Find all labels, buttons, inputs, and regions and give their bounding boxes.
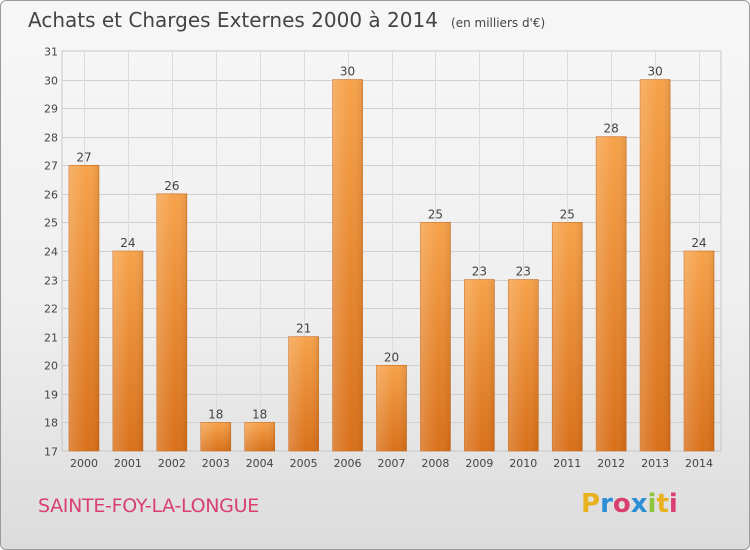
y-tick-label: 28 bbox=[44, 132, 58, 145]
bar-shade bbox=[112, 251, 143, 451]
logo-letter: r bbox=[600, 489, 613, 519]
x-tick-label: 2011 bbox=[553, 457, 581, 470]
x-tick-label: 2001 bbox=[114, 457, 142, 470]
bar-value-label: 21 bbox=[296, 322, 311, 336]
y-tick-label: 25 bbox=[44, 217, 58, 230]
x-tick-label: 2010 bbox=[509, 457, 537, 470]
x-tick-label: 2005 bbox=[290, 457, 318, 470]
bar-shade bbox=[332, 79, 363, 452]
labels: 17 18 19 20 21 22 23 24 25 26 27 28 29 30 31 27 2000 24 20… bbox=[44, 46, 713, 471]
bar-value-label: 24 bbox=[691, 236, 706, 250]
bar-value-label: 18 bbox=[252, 407, 267, 421]
bar-value-label: 28 bbox=[604, 122, 619, 136]
bars bbox=[68, 79, 715, 452]
bar-shade bbox=[552, 222, 583, 451]
x-tick-label: 2006 bbox=[334, 457, 362, 470]
x-tick-label: 2002 bbox=[158, 457, 186, 470]
bar-shade bbox=[68, 165, 99, 452]
x-tick-label: 2003 bbox=[202, 457, 230, 470]
logo-letter: i bbox=[668, 489, 678, 519]
proxiti-logo: Proxiti bbox=[581, 489, 678, 519]
x-tick-label: 2004 bbox=[246, 457, 274, 470]
y-tick-label: 22 bbox=[44, 303, 58, 316]
y-tick-label: 23 bbox=[44, 275, 58, 288]
bar-shade bbox=[200, 422, 231, 451]
logo-letter: o bbox=[612, 489, 631, 519]
bar-value-label: 23 bbox=[472, 265, 487, 279]
bar-shade bbox=[508, 279, 539, 451]
unit-note: (en milliers d'€) bbox=[451, 16, 546, 30]
x-tick-label: 2000 bbox=[70, 457, 98, 470]
y-tick-label: 24 bbox=[44, 246, 58, 259]
bar-shade bbox=[288, 336, 319, 451]
y-tick-label: 30 bbox=[44, 75, 58, 88]
title-block: Achats et Charges Externes 2000 à 2014 (… bbox=[28, 8, 545, 32]
bar-value-label: 25 bbox=[560, 207, 575, 221]
bar-shade bbox=[640, 79, 671, 452]
x-tick-label: 2012 bbox=[597, 457, 625, 470]
y-tick-label: 29 bbox=[44, 103, 58, 116]
bar-shade bbox=[420, 222, 451, 451]
bar-shade bbox=[596, 136, 627, 451]
bar-value-label: 24 bbox=[120, 236, 135, 250]
city-name: SAINTE-FOY-LA-LONGUE bbox=[38, 495, 259, 517]
y-tick-label: 21 bbox=[44, 332, 58, 345]
bar-value-label: 30 bbox=[340, 65, 355, 79]
logo-letter: i bbox=[647, 489, 657, 519]
y-tick-label: 26 bbox=[44, 189, 58, 202]
bar-value-label: 23 bbox=[516, 265, 531, 279]
x-tick-label: 2007 bbox=[378, 457, 406, 470]
y-tick-label: 18 bbox=[44, 417, 58, 430]
logo-letter: P bbox=[581, 489, 601, 519]
logo-letter: t bbox=[656, 489, 669, 519]
x-tick-label: 2014 bbox=[685, 457, 713, 470]
bar-shade bbox=[376, 365, 407, 451]
bar-shade bbox=[244, 422, 275, 451]
y-tick-label: 31 bbox=[44, 46, 58, 59]
logo-letter: x bbox=[630, 489, 648, 519]
bar-value-label: 25 bbox=[428, 207, 443, 221]
y-tick-label: 27 bbox=[44, 160, 58, 173]
bar-value-label: 18 bbox=[208, 407, 223, 421]
bar-shade bbox=[684, 251, 715, 451]
x-tick-label: 2009 bbox=[465, 457, 493, 470]
bar-shade bbox=[464, 279, 495, 451]
bar-value-label: 20 bbox=[384, 350, 399, 364]
bar-value-label: 27 bbox=[76, 150, 91, 164]
x-tick-label: 2008 bbox=[421, 457, 449, 470]
chart-title: Achats et Charges Externes 2000 à 2014 bbox=[28, 8, 438, 32]
y-tick-label: 19 bbox=[44, 389, 58, 402]
bar-value-label: 26 bbox=[164, 179, 179, 193]
x-tick-label: 2013 bbox=[641, 457, 669, 470]
bar-shade bbox=[156, 193, 187, 451]
y-tick-label: 17 bbox=[44, 446, 58, 459]
bar-value-label: 30 bbox=[647, 65, 662, 79]
y-tick-label: 20 bbox=[44, 360, 58, 373]
